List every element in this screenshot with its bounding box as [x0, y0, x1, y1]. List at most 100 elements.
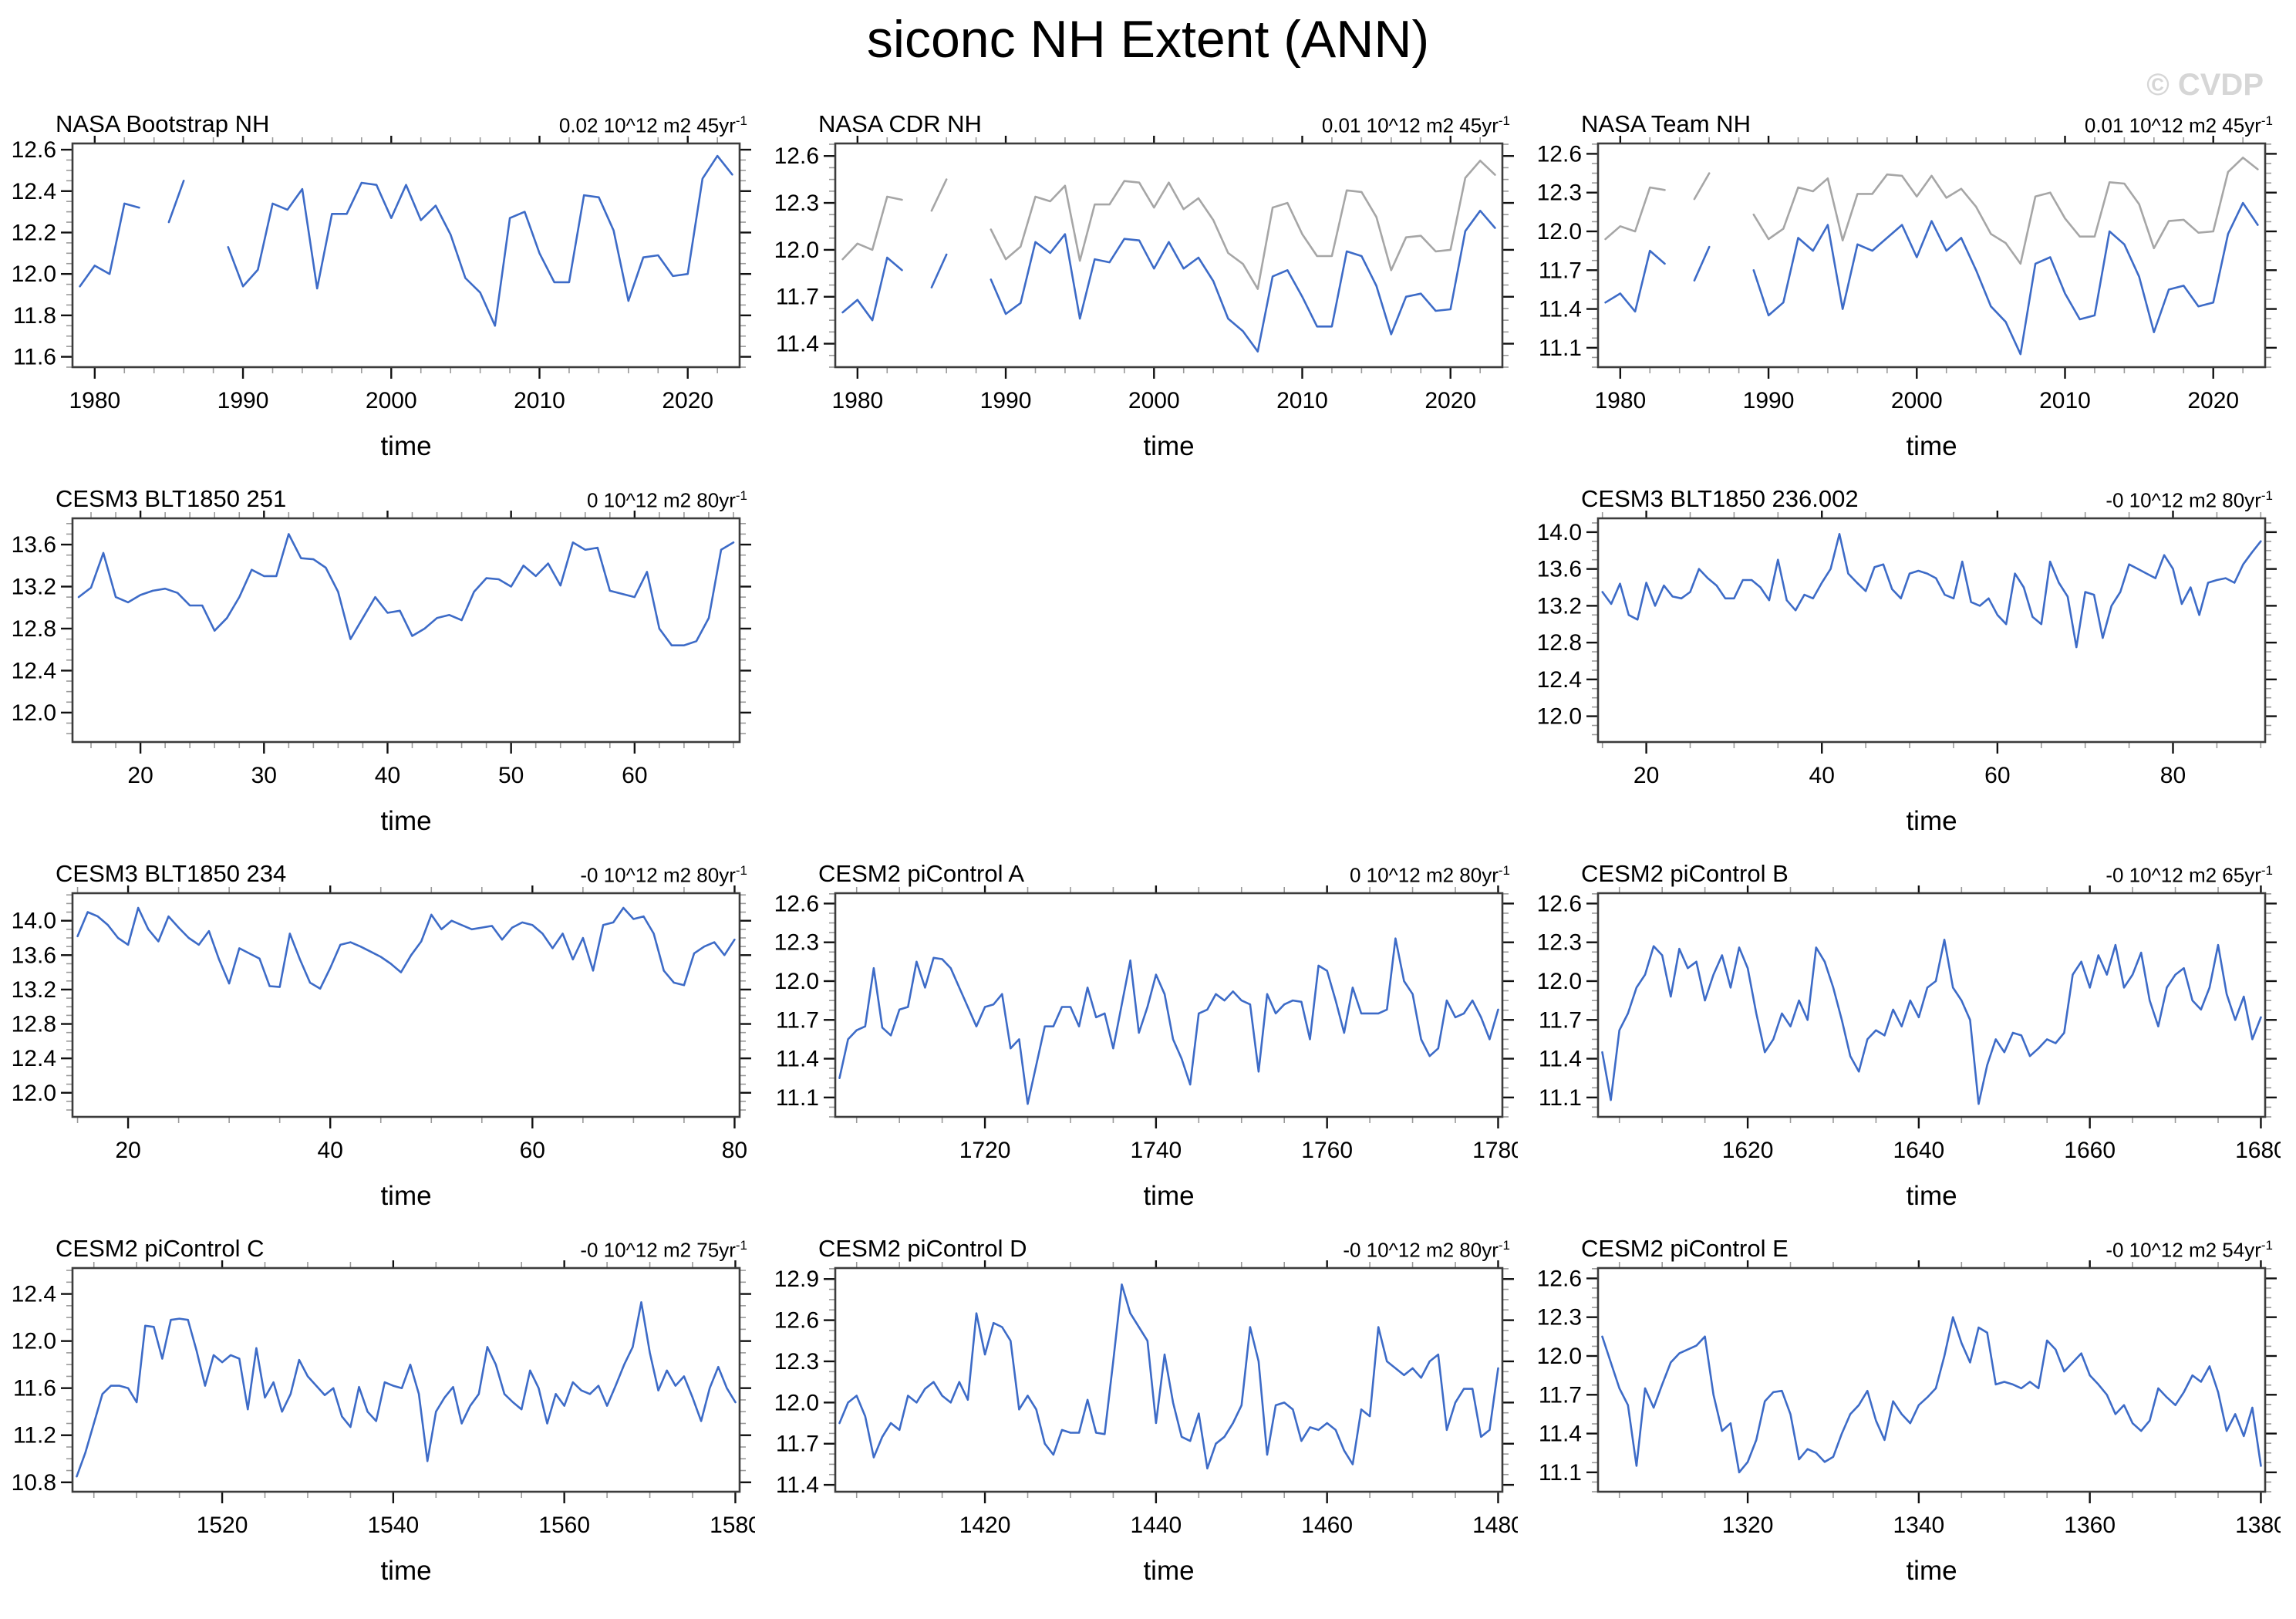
trend-value: -0 10^12 m2 65yr	[2106, 864, 2261, 887]
panel-header: NASA Team NH 0.01 10^12 m2 45yr-1	[1536, 105, 2281, 136]
svg-text:time: time	[380, 1556, 431, 1586]
svg-text:14.0: 14.0	[1537, 520, 1582, 545]
svg-text:11.4: 11.4	[776, 1047, 819, 1072]
panel-cesm3-blt1850-251: CESM3 BLT1850 251 0 10^12 m2 80yr-1 20 30…	[11, 480, 755, 842]
svg-text:11.1: 11.1	[776, 1085, 819, 1111]
panel-header: CESM2 piControl D -0 10^12 m2 80yr-1	[774, 1229, 1518, 1260]
svg-text:time: time	[380, 1181, 431, 1211]
panel-header: CESM3 BLT1850 234 -0 10^12 m2 80yr-1	[11, 855, 755, 885]
svg-text:14.0: 14.0	[12, 909, 56, 934]
trend-value: -0 10^12 m2 80yr	[2106, 489, 2261, 512]
panel-nasa-cdr-nh: NASA CDR NH 0.01 10^12 m2 45yr-1 1980 199…	[774, 105, 1518, 467]
svg-text:20: 20	[127, 763, 153, 788]
panel-cesm2-picontrol-a: CESM2 piControl A 0 10^12 m2 80yr-1 1720…	[774, 855, 1518, 1217]
svg-text:13.2: 13.2	[1537, 593, 1582, 619]
panel-title: CESM2 piControl D	[818, 1235, 1027, 1262]
timeseries-plot: 1980 1990 2000 2010 2020 11.4 11.7 12.0 12.3 12.6…	[774, 136, 1514, 461]
trend-exponent: -1	[1498, 863, 1510, 879]
panel-title: CESM2 piControl C	[56, 1235, 265, 1262]
svg-text:2020: 2020	[1424, 388, 1476, 413]
panel-title: CESM3 BLT1850 234	[56, 860, 287, 887]
svg-text:11.6: 11.6	[13, 1376, 56, 1401]
svg-text:12.8: 12.8	[1537, 630, 1582, 656]
svg-text:60: 60	[520, 1138, 545, 1163]
svg-text:1780: 1780	[1472, 1138, 1518, 1163]
panel-title: CESM2 piControl E	[1581, 1235, 1789, 1262]
svg-text:1460: 1460	[1301, 1513, 1353, 1538]
trend-annotation: -0 10^12 m2 80yr-1	[1343, 1239, 1510, 1260]
svg-text:2010: 2010	[2039, 388, 2091, 413]
svg-text:20: 20	[115, 1138, 140, 1163]
trend-value: -0 10^12 m2 80yr	[1343, 1239, 1499, 1262]
svg-text:12.0: 12.0	[774, 238, 819, 263]
panel-nasa-bootstrap-nh: NASA Bootstrap NH 0.02 10^12 m2 45yr-1 1…	[11, 105, 755, 467]
svg-text:13.2: 13.2	[12, 574, 56, 599]
panel-grid: NASA Bootstrap NH 0.02 10^12 m2 45yr-1 1…	[0, 105, 2296, 1592]
trend-annotation: -0 10^12 m2 65yr-1	[2106, 864, 2273, 885]
trend-annotation: 0.01 10^12 m2 45yr-1	[2085, 114, 2273, 136]
svg-text:13.6: 13.6	[12, 532, 56, 558]
svg-text:12.4: 12.4	[12, 658, 56, 683]
svg-text:11.7: 11.7	[776, 1007, 819, 1033]
svg-text:11.2: 11.2	[13, 1423, 56, 1449]
trend-value: 0 10^12 m2 80yr	[587, 489, 736, 512]
panel-cesm2-picontrol-e: CESM2 piControl E -0 10^12 m2 54yr-1 132…	[1536, 1229, 2281, 1592]
timeseries-plot: 1980 1990 2000 2010 2020 11.1 11.4 11.7 12.0 12.3…	[1537, 136, 2277, 461]
panel-cesm3-blt1850-236-002: CESM3 BLT1850 236.002 -0 10^12 m2 80yr-1…	[1536, 480, 2281, 842]
trend-annotation: 0 10^12 m2 80yr-1	[587, 489, 747, 511]
panel-title: CESM3 BLT1850 251	[56, 485, 287, 512]
trend-value: 0.01 10^12 m2 45yr	[1321, 114, 1499, 137]
svg-text:50: 50	[498, 763, 524, 788]
trend-annotation: -0 10^12 m2 54yr-1	[2106, 1239, 2273, 1260]
svg-text:12.6: 12.6	[1537, 141, 1582, 167]
panel-header: CESM3 BLT1850 251 0 10^12 m2 80yr-1	[11, 480, 755, 511]
svg-text:2000: 2000	[366, 388, 417, 413]
svg-text:time: time	[1143, 1556, 1194, 1586]
svg-text:11.1: 11.1	[1539, 1460, 1582, 1486]
panel-cesm2-picontrol-b: CESM2 piControl B -0 10^12 m2 65yr-1 162…	[1536, 855, 2281, 1217]
svg-text:60: 60	[1984, 763, 2010, 788]
svg-text:1990: 1990	[217, 388, 269, 413]
svg-text:80: 80	[722, 1138, 747, 1163]
svg-text:13.2: 13.2	[12, 977, 56, 1003]
svg-text:12.3: 12.3	[774, 1349, 819, 1374]
svg-text:12.4: 12.4	[1537, 667, 1582, 693]
svg-text:1620: 1620	[1722, 1138, 1774, 1163]
trend-annotation: -0 10^12 m2 80yr-1	[2106, 489, 2273, 511]
panel-title: CESM2 piControl B	[1581, 860, 1789, 887]
svg-text:40: 40	[375, 763, 400, 788]
panel-title: NASA Bootstrap NH	[56, 110, 270, 137]
timeseries-plot: 1320 1340 1360 1380 11.1 11.4 11.7 12.0 12.3 12.6…	[1537, 1260, 2281, 1586]
svg-text:11.7: 11.7	[776, 285, 819, 310]
trend-value: 0.02 10^12 m2 45yr	[558, 114, 736, 137]
svg-text:12.4: 12.4	[12, 179, 56, 204]
svg-text:12.6: 12.6	[12, 137, 56, 163]
cvdp-watermark: © CVDP	[2146, 68, 2264, 102]
svg-text:12.3: 12.3	[1537, 930, 1582, 956]
svg-text:1560: 1560	[538, 1513, 590, 1538]
svg-text:1760: 1760	[1301, 1138, 1353, 1163]
svg-text:12.6: 12.6	[774, 891, 819, 916]
figure-title: siconc NH Extent (ANN)	[866, 10, 1430, 69]
svg-text:11.1: 11.1	[1539, 336, 1582, 361]
trend-exponent: -1	[1498, 113, 1510, 129]
trend-exponent: -1	[1498, 1238, 1510, 1253]
trend-exponent: -1	[735, 863, 747, 879]
svg-text:12.3: 12.3	[1537, 1305, 1582, 1331]
panel-title: CESM3 BLT1850 236.002	[1581, 485, 1859, 512]
trend-exponent: -1	[735, 488, 747, 504]
svg-text:1320: 1320	[1722, 1513, 1774, 1538]
svg-text:13.6: 13.6	[1537, 557, 1582, 582]
svg-text:40: 40	[1809, 763, 1835, 788]
timeseries-plot: 1620 1640 1660 1680 11.1 11.4 11.7 12.0 12.3 12.6…	[1537, 885, 2281, 1211]
svg-text:1520: 1520	[197, 1513, 248, 1538]
trend-exponent: -1	[735, 113, 747, 129]
trend-annotation: 0.02 10^12 m2 45yr-1	[559, 114, 747, 136]
svg-text:1680: 1680	[2235, 1138, 2281, 1163]
timeseries-plot: 1720 1740 1760 1780 11.1 11.4 11.7 12.0 12.3 12.6…	[774, 885, 1518, 1211]
svg-text:12.3: 12.3	[774, 930, 819, 956]
svg-text:1980: 1980	[831, 388, 883, 413]
svg-text:12.6: 12.6	[1537, 891, 1582, 916]
trend-value: -0 10^12 m2 54yr	[2106, 1239, 2261, 1262]
